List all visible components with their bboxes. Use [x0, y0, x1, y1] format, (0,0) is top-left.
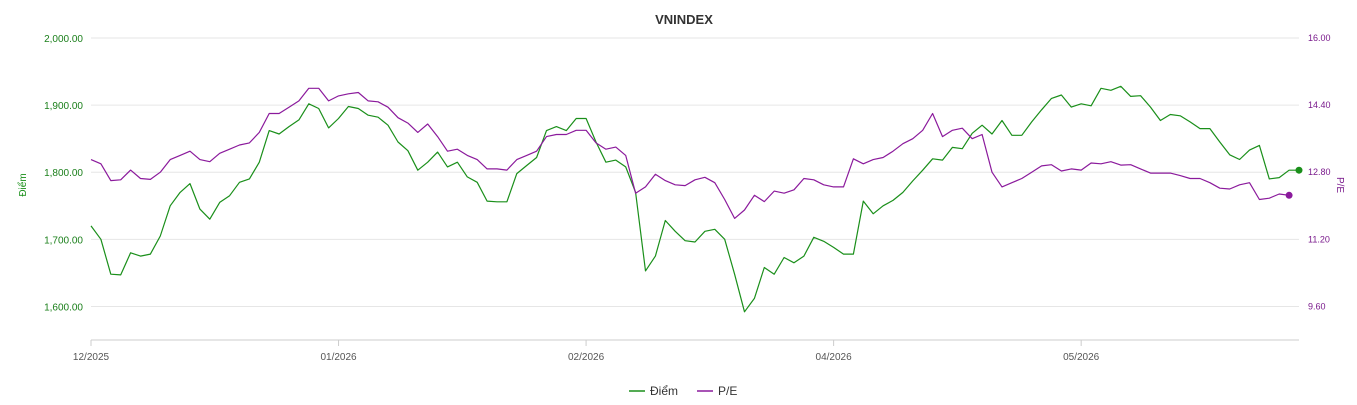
series-layer [90, 85, 1303, 313]
x-tick-label: 05/2026 [1063, 352, 1100, 363]
x-tick-label: 02/2026 [568, 352, 605, 363]
series-line-diem [90, 85, 1299, 313]
left-tick-label: 1,900.00 [44, 101, 83, 112]
legend-label: P/E [718, 384, 737, 398]
left-tick-label: 1,700.00 [44, 235, 83, 246]
left-axis-ticks: 2,000.00 1,900.00 1,800.00 1,700.00 1,600.00 [44, 34, 83, 313]
left-tick-label: 2,000.00 [44, 34, 83, 45]
right-tick-label: 14.40 [1308, 100, 1331, 110]
right-axis-ticks: 16.00 14.40 12.80 11.20 9.60 [1308, 33, 1331, 311]
x-tick-label: 04/2026 [816, 352, 853, 363]
series-end-marker [1295, 166, 1303, 174]
legend-item[interactable]: P/E [697, 384, 737, 398]
legend-item[interactable]: Điểm [629, 384, 678, 398]
legend: Điểm P/E [629, 384, 737, 398]
grid [91, 37, 1299, 307]
series-end-marker [1285, 191, 1293, 199]
x-tick-label: 12/2025 [73, 352, 110, 363]
right-tick-label: 11.20 [1308, 234, 1330, 244]
right-tick-label: 16.00 [1308, 33, 1331, 43]
right-tick-label: 12.80 [1308, 167, 1331, 177]
chart-title: VNINDEX [655, 12, 713, 27]
x-tick-label: 01/2026 [320, 352, 357, 363]
x-axis: 12/2025 01/2026 02/2026 04/2026 05/2026 [73, 339, 1299, 363]
left-tick-label: 1,800.00 [44, 168, 83, 179]
left-tick-label: 1,600.00 [44, 302, 83, 313]
series-line-pe [90, 87, 1290, 219]
right-axis-label: P/E [1334, 177, 1345, 193]
legend-label: Điểm [650, 384, 678, 398]
right-tick-label: 9.60 [1308, 301, 1326, 311]
left-axis-label: Điểm [17, 173, 29, 196]
